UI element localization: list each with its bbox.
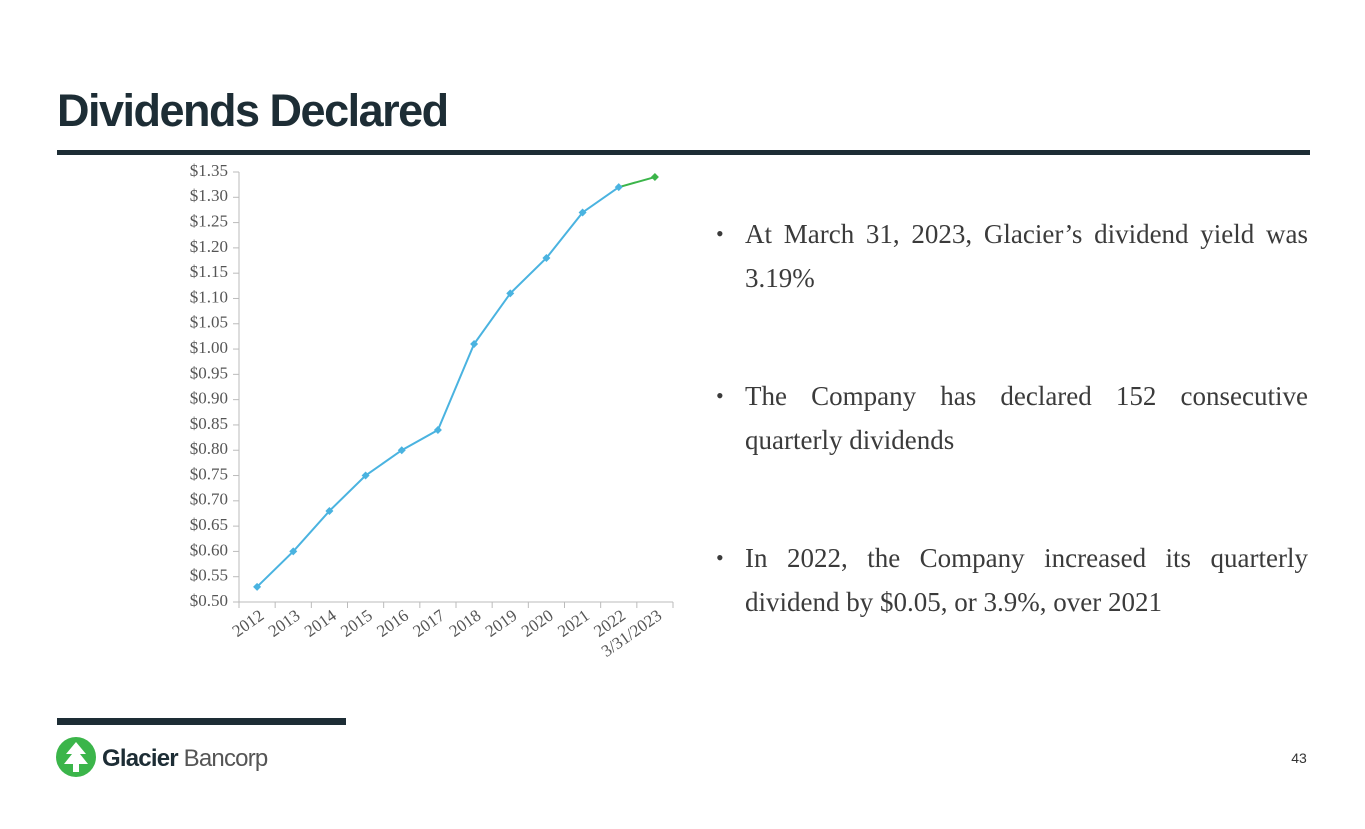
bullet: At March 31, 2023, Glacier’s dividend yi…: [716, 212, 1308, 300]
data-point: [397, 446, 406, 455]
x-tick-label: 2013: [265, 606, 304, 641]
title-rule: [57, 150, 1310, 155]
data-point: [578, 208, 587, 217]
y-tick-label: $1.10: [190, 287, 228, 306]
y-tick-label: $0.80: [190, 439, 228, 458]
y-tick-label: $0.70: [190, 490, 228, 509]
x-tick-label: 2016: [373, 606, 412, 641]
y-tick-label: $0.65: [190, 515, 228, 534]
y-tick-label: $1.35: [190, 161, 228, 180]
x-tick-label: 2017: [409, 605, 448, 640]
line-segment-latest: [618, 176, 656, 189]
y-tick-label: $1.00: [190, 338, 228, 357]
y-tick-label: $1.05: [190, 313, 228, 332]
y-tick-label: $1.20: [190, 237, 228, 256]
logo-bold: Glacier: [102, 745, 178, 772]
y-tick-label: $1.25: [190, 211, 228, 230]
bullet: In 2022, the Company increased its quart…: [716, 536, 1308, 624]
data-point: [361, 471, 370, 480]
logo-tree: [64, 742, 88, 772]
y-tick-label: $0.60: [190, 540, 228, 559]
data-point: [325, 506, 334, 515]
x-tick-label: 2020: [518, 606, 557, 641]
slide-title: Dividends Declared: [57, 85, 448, 136]
logo-icon: [56, 737, 96, 777]
logo-text: Glacier Bancorp: [102, 745, 268, 772]
y-tick-label: $0.50: [190, 591, 228, 610]
y-tick-label: $0.55: [190, 566, 228, 585]
x-tick-label: 2018: [446, 606, 485, 641]
x-tick-label: 2012: [229, 606, 268, 641]
x-tick-label: 2019: [482, 606, 521, 641]
data-point: [433, 426, 442, 434]
y-tick-label: $0.95: [190, 363, 228, 382]
x-tick-label: 2015: [337, 606, 376, 641]
data-point: [289, 547, 298, 556]
data-point: [650, 173, 659, 182]
chart: $0.50 $0.55 $0.60 $0.65 $0.70 $0.75 $0.80 $0.85…: [190, 161, 674, 661]
y-tick-label: $0.90: [190, 389, 228, 408]
bullet: The Company has declared 152 consecutive…: [716, 374, 1308, 462]
y-tick-label: $1.15: [190, 262, 228, 281]
data-point: [506, 289, 515, 298]
page-number: 43: [1291, 750, 1307, 766]
data-point: [470, 340, 479, 348]
data-point: [614, 183, 623, 192]
data-point: [253, 582, 262, 591]
line-series: [256, 186, 620, 588]
x-tick-label: 2014: [301, 605, 340, 640]
y-tick-label: $0.85: [190, 414, 228, 433]
x-tick-label: 2021: [554, 606, 593, 641]
y-tick-label: $0.75: [190, 464, 228, 483]
logo-light: Bancorp: [184, 745, 268, 772]
bullet-list: At March 31, 2023, Glacier’s dividend yi…: [716, 212, 1308, 698]
footer-bar: [57, 718, 346, 725]
y-tick-label: $1.30: [190, 186, 228, 205]
data-point: [542, 254, 551, 262]
